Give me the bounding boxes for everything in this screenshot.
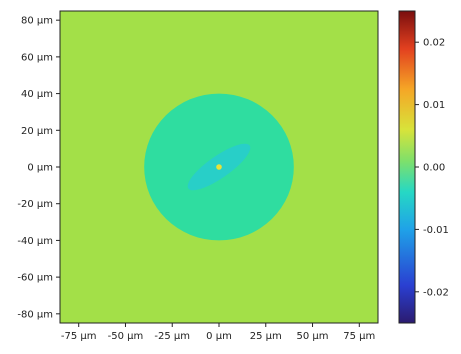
y-tick-label: 0 µm [27, 163, 53, 174]
heatmap-center-dot [216, 164, 222, 170]
y-tick-label: 20 µm [21, 126, 53, 137]
y-tick-label: -20 µm [17, 199, 53, 210]
y-tick-label: 60 µm [21, 52, 53, 63]
y-tick-label: 80 µm [21, 16, 53, 27]
colorbar-tick-label: -0.02 [423, 287, 449, 298]
x-tick-label: -50 µm [108, 331, 144, 342]
plot-area [60, 11, 378, 323]
colorbar-tick-label: 0.00 [423, 163, 445, 174]
x-tick-label: 50 µm [297, 331, 329, 342]
x-tick-label: 0 µm [206, 331, 232, 342]
y-tick-label: -40 µm [17, 236, 53, 247]
axes: -75 µm -50 µm -25 µm 0 µm 25 µm 50 µm 75 µm 80 … [17, 10, 379, 342]
colorbar: 0.02 0.01 0.00 -0.01 -0.02 [398, 10, 449, 324]
x-tick-label: -25 µm [154, 331, 190, 342]
x-tick-label: 25 µm [250, 331, 282, 342]
colorbar-tick-label: -0.01 [423, 225, 449, 236]
y-tick-label: -60 µm [17, 273, 53, 284]
colorbar-gradient [398, 10, 416, 324]
x-tick-label: -75 µm [61, 331, 97, 342]
colorbar-tick-label: 0.02 [423, 38, 445, 49]
y-tick-label: -80 µm [17, 309, 53, 320]
y-tick-label: 40 µm [21, 89, 53, 100]
x-tick-label: 75 µm [343, 331, 375, 342]
colorbar-tick-label: 0.01 [423, 100, 445, 111]
